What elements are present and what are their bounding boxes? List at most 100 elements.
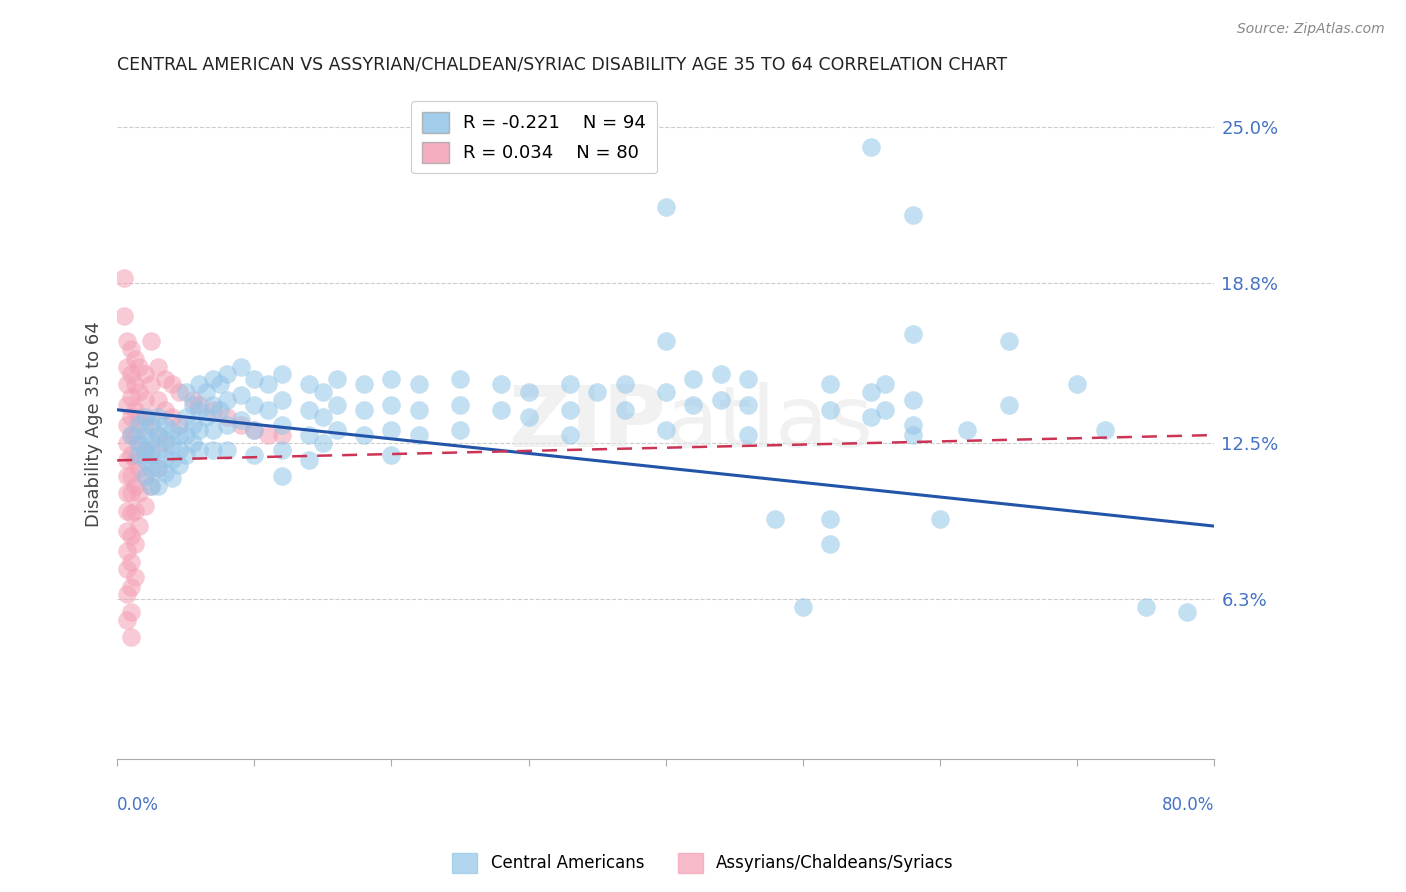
Point	[120, 448, 142, 462]
Point	[188, 377, 211, 392]
Point	[558, 428, 581, 442]
Point	[298, 453, 321, 467]
Point	[134, 368, 156, 382]
Point	[860, 410, 883, 425]
Point	[257, 428, 280, 442]
Point	[875, 377, 897, 392]
Point	[243, 398, 266, 412]
Point	[956, 423, 979, 437]
Point	[115, 544, 138, 558]
Point	[148, 443, 170, 458]
Point	[325, 423, 347, 437]
Point	[298, 377, 321, 392]
Point	[141, 443, 163, 458]
Point	[408, 377, 430, 392]
Point	[115, 468, 138, 483]
Point	[901, 392, 924, 407]
Point	[682, 372, 704, 386]
Point	[298, 402, 321, 417]
Point	[202, 423, 225, 437]
Point	[215, 417, 238, 432]
Point	[586, 385, 609, 400]
Point	[134, 499, 156, 513]
Point	[124, 352, 146, 367]
Point	[128, 461, 150, 475]
Point	[115, 417, 138, 432]
Point	[710, 392, 733, 407]
Point	[737, 398, 759, 412]
Point	[901, 326, 924, 341]
Point	[353, 402, 375, 417]
Point	[115, 587, 138, 601]
Point	[120, 410, 142, 425]
Point	[160, 410, 183, 425]
Point	[124, 478, 146, 492]
Point	[115, 486, 138, 500]
Point	[682, 398, 704, 412]
Point	[408, 402, 430, 417]
Point	[153, 417, 176, 432]
Point	[229, 359, 252, 374]
Point	[148, 359, 170, 374]
Point	[160, 471, 183, 485]
Point	[792, 600, 814, 615]
Point	[148, 461, 170, 475]
Point	[243, 423, 266, 437]
Point	[188, 398, 211, 412]
Point	[174, 410, 197, 425]
Point	[124, 453, 146, 467]
Point	[353, 377, 375, 392]
Point	[229, 417, 252, 432]
Point	[120, 468, 142, 483]
Point	[120, 529, 142, 543]
Point	[517, 385, 540, 400]
Point	[174, 448, 197, 462]
Point	[167, 458, 190, 473]
Point	[120, 342, 142, 356]
Point	[517, 410, 540, 425]
Point	[737, 372, 759, 386]
Point	[449, 423, 471, 437]
Point	[148, 392, 170, 407]
Point	[901, 417, 924, 432]
Point	[312, 435, 335, 450]
Point	[120, 486, 142, 500]
Point	[586, 132, 609, 146]
Point	[929, 511, 952, 525]
Point	[202, 372, 225, 386]
Point	[997, 334, 1019, 349]
Point	[167, 385, 190, 400]
Point	[148, 428, 170, 442]
Point	[134, 417, 156, 432]
Point	[380, 448, 402, 462]
Text: 80.0%: 80.0%	[1161, 796, 1215, 814]
Point	[449, 372, 471, 386]
Point	[380, 372, 402, 386]
Point	[120, 390, 142, 404]
Point	[153, 433, 176, 447]
Point	[124, 504, 146, 518]
Point	[195, 385, 218, 400]
Point	[380, 423, 402, 437]
Point	[613, 402, 636, 417]
Point	[134, 428, 156, 442]
Point	[115, 398, 138, 412]
Point	[195, 410, 218, 425]
Point	[153, 435, 176, 450]
Point	[655, 334, 678, 349]
Point	[489, 377, 512, 392]
Point	[167, 428, 190, 442]
Point	[134, 392, 156, 407]
Text: ZIP: ZIP	[508, 382, 666, 466]
Point	[148, 410, 170, 425]
Point	[128, 519, 150, 533]
Point	[160, 377, 183, 392]
Point	[127, 435, 149, 450]
Point	[115, 334, 138, 349]
Point	[167, 443, 190, 458]
Point	[257, 377, 280, 392]
Point	[115, 504, 138, 518]
Point	[558, 377, 581, 392]
Point	[1066, 377, 1088, 392]
Point	[148, 428, 170, 442]
